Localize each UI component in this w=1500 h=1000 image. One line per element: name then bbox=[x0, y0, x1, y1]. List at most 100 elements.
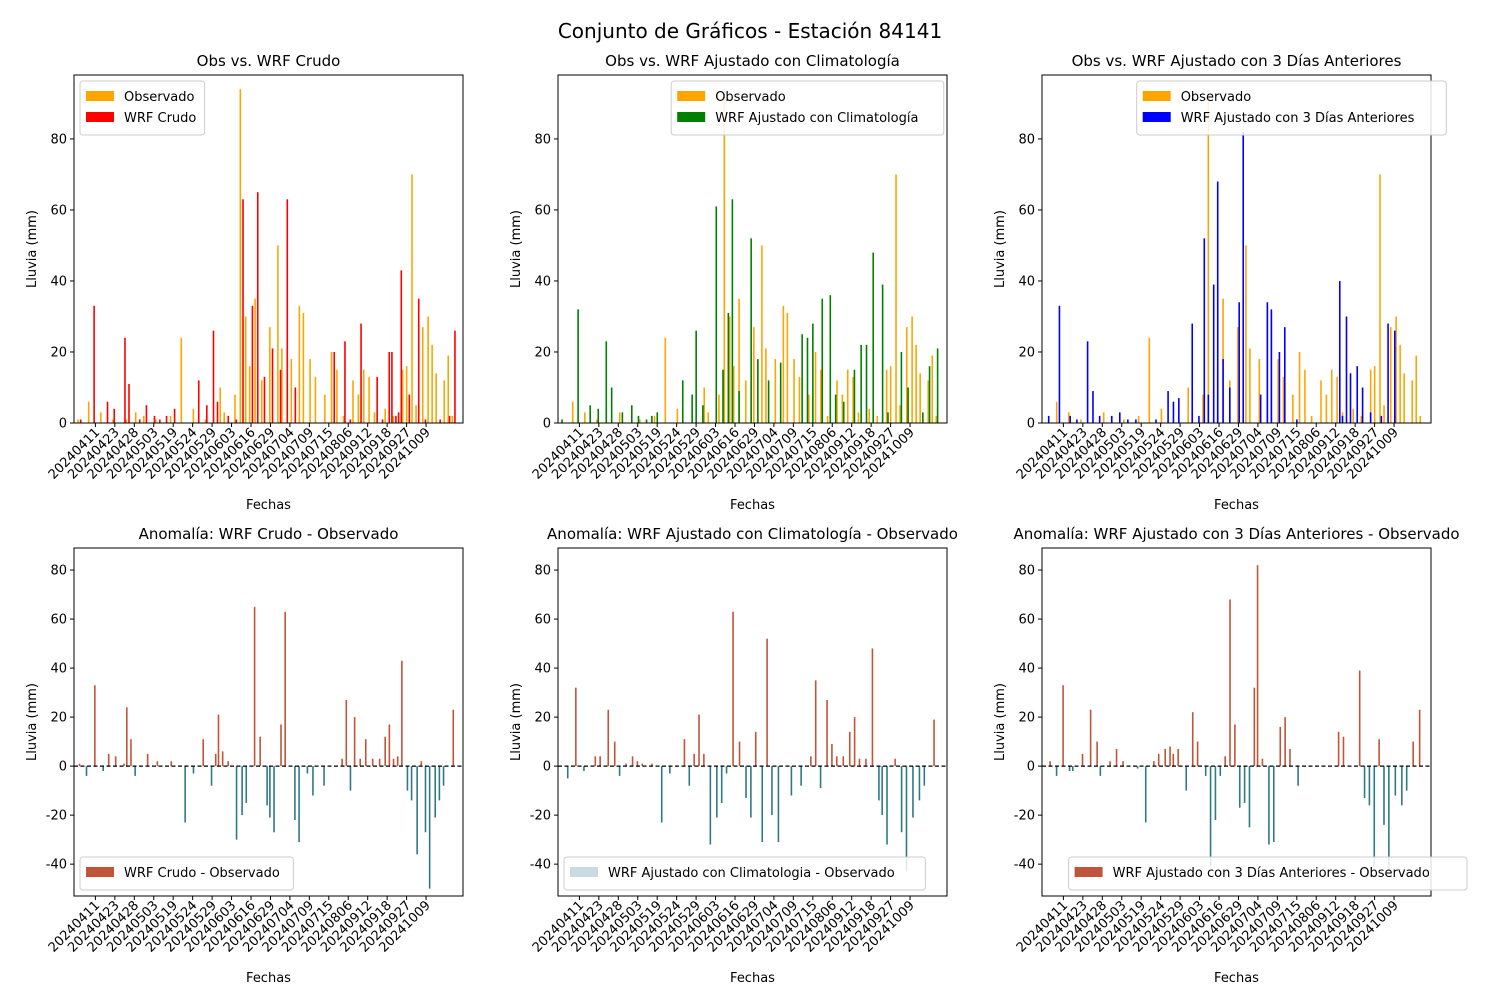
bar bbox=[1387, 323, 1389, 423]
y-tick-label: 60 bbox=[534, 203, 551, 218]
bar bbox=[448, 415, 451, 423]
bar bbox=[1361, 387, 1364, 423]
bar bbox=[732, 366, 735, 423]
bar bbox=[1068, 766, 1071, 772]
bar bbox=[100, 412, 102, 423]
bar bbox=[842, 756, 845, 767]
y-axis-label: Lluvia (mm) bbox=[509, 210, 524, 288]
bar bbox=[757, 359, 759, 423]
bar bbox=[214, 753, 217, 767]
bar bbox=[364, 739, 367, 767]
y-tick-label: 60 bbox=[1018, 203, 1035, 218]
bar bbox=[1068, 412, 1070, 423]
bar bbox=[388, 351, 391, 423]
bar bbox=[298, 305, 301, 423]
bar bbox=[312, 766, 314, 796]
bar bbox=[1412, 741, 1414, 767]
bar bbox=[1389, 327, 1392, 423]
bar bbox=[279, 369, 282, 423]
bar bbox=[1256, 565, 1259, 767]
bar bbox=[85, 766, 88, 776]
bar bbox=[360, 323, 362, 423]
bar bbox=[857, 412, 860, 423]
bar bbox=[918, 766, 921, 801]
bar bbox=[217, 714, 220, 767]
bar bbox=[889, 366, 892, 423]
bar bbox=[761, 245, 763, 423]
axes-frame bbox=[73, 74, 464, 424]
bar bbox=[669, 766, 671, 774]
bar bbox=[384, 408, 386, 423]
axes-frame bbox=[557, 74, 948, 424]
bar bbox=[204, 419, 207, 423]
bar bbox=[1352, 408, 1354, 423]
bar bbox=[681, 380, 684, 423]
bar bbox=[284, 611, 286, 767]
bar bbox=[180, 337, 183, 423]
bar bbox=[1278, 351, 1281, 423]
y-tick-label: 40 bbox=[1018, 662, 1035, 677]
y-axis-label: Lluvia (mm) bbox=[509, 683, 524, 761]
bar bbox=[651, 415, 653, 423]
bar bbox=[793, 359, 795, 423]
bar bbox=[341, 758, 343, 767]
bar bbox=[631, 756, 634, 767]
bar bbox=[281, 348, 283, 423]
bar bbox=[641, 763, 644, 767]
bar bbox=[826, 699, 828, 767]
bar bbox=[1415, 355, 1418, 423]
bar bbox=[1222, 359, 1224, 423]
bar bbox=[907, 387, 909, 423]
bar bbox=[401, 369, 404, 423]
bar bbox=[618, 412, 621, 423]
bar bbox=[269, 766, 271, 818]
bar bbox=[434, 766, 437, 818]
bar bbox=[1338, 280, 1341, 423]
bar bbox=[124, 337, 126, 423]
chart-panel-obs-vs-wrf-crudo: Obs vs. WRF Crudo02040608020240411202404… bbox=[25, 52, 464, 513]
bar bbox=[915, 344, 917, 423]
bar bbox=[192, 408, 195, 423]
bar bbox=[202, 739, 205, 767]
bar bbox=[715, 206, 718, 423]
bar bbox=[1277, 359, 1279, 423]
bar bbox=[77, 419, 79, 423]
bar bbox=[645, 419, 648, 423]
bar bbox=[887, 412, 889, 423]
bar bbox=[1110, 415, 1113, 423]
bar bbox=[754, 731, 757, 767]
bar bbox=[1167, 391, 1169, 423]
bar bbox=[718, 394, 720, 423]
bar bbox=[234, 394, 236, 423]
bar bbox=[821, 298, 824, 423]
chart-panel-anomaly-wrf-crudo: Anomalía: WRF Crudo - Observado -40 -20 0 20… bbox=[25, 525, 464, 986]
bar bbox=[1399, 344, 1401, 423]
bar bbox=[1096, 741, 1098, 767]
bar bbox=[1283, 327, 1286, 423]
bar bbox=[420, 761, 423, 767]
legend-label: WRF Ajustado con 3 Días Anteriores bbox=[1181, 111, 1415, 126]
bar bbox=[819, 766, 822, 789]
bar bbox=[1342, 736, 1345, 767]
y-tick-label: 0 bbox=[59, 760, 67, 775]
bar bbox=[431, 344, 433, 423]
bar bbox=[853, 369, 856, 423]
bar bbox=[269, 327, 271, 423]
y-tick-label: 0 bbox=[59, 417, 67, 432]
bar bbox=[1058, 305, 1061, 423]
bar bbox=[1330, 369, 1333, 423]
bar bbox=[1284, 717, 1286, 767]
bar bbox=[848, 731, 851, 767]
bar bbox=[336, 369, 338, 423]
bar bbox=[716, 766, 718, 818]
bar bbox=[357, 394, 360, 423]
bar bbox=[1187, 387, 1190, 423]
bar bbox=[1394, 766, 1397, 796]
bar bbox=[1115, 748, 1118, 767]
legend-box bbox=[563, 856, 926, 891]
bar bbox=[868, 408, 870, 423]
bar bbox=[1282, 376, 1285, 423]
bar bbox=[344, 341, 346, 423]
bar bbox=[424, 419, 427, 423]
bar bbox=[219, 387, 222, 423]
